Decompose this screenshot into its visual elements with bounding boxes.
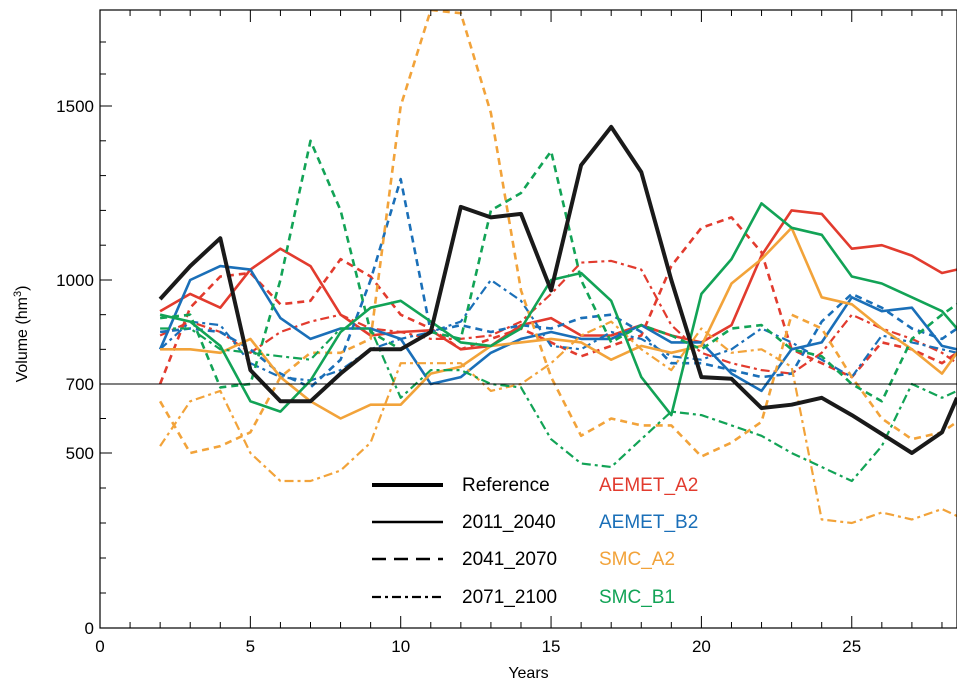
legend: Reference 2011_2040 2041_2070 2071_2100 AEME… [372,475,698,608]
x-tick-label: 15 [542,637,561,656]
x-axis-label: Years [508,665,548,682]
x-tick-label: 0 [95,637,104,656]
series-line-aemet-b2-2071-2100 [159,278,957,382]
x-tick-label: 5 [246,637,255,656]
y-tick-label: 500 [66,444,94,463]
series-line-aemet-b2-2011-2040 [158,264,957,393]
series-line-smc-b1-2011-2040 [159,202,957,417]
y-tick-label: 1500 [56,97,94,116]
legend-label-2071-2100: 2071_2100 [462,587,557,608]
y-tick-label: 700 [66,375,94,394]
legend-label-2041-2070: 2041_2070 [462,549,557,570]
y-tick-label: 1000 [56,271,94,290]
series-line-smc-a2-2011-2040 [160,226,957,420]
series-line-aemet-a2-2011-2040 [159,209,957,351]
series-line-smc-a2-2041-2070 [158,10,957,458]
series-line-reference [158,124,957,455]
axis-ticks [99,9,943,629]
legend-model-smc-b1: SMC_B1 [599,587,675,608]
y-axis-label-sup: 3 [12,291,24,297]
plot-frame [99,9,957,629]
series-line-aemet-a2-2071-2100 [159,259,957,375]
x-tick-label: 10 [391,637,410,656]
series-line-smc-b1-2041-2070 [159,139,957,403]
legend-model-smc-a2: SMC_A2 [599,549,675,570]
y-axis-label: Volume (hm3) [12,286,31,383]
legend-model-aemet-a2: AEMET_A2 [599,475,698,496]
series-line-smc-b1-2071-2100 [160,327,957,483]
plot-lines [158,10,957,525]
y-tick-label: 0 [85,619,94,638]
tick-labels: 0 5 10 15 20 25 0 500 700 1000 1500 [56,97,861,656]
legend-label-2011-2040: 2011_2040 [462,512,556,533]
x-tick-label: 25 [842,637,861,656]
series-line-aemet-b2-2041-2070 [159,177,957,389]
x-tick-label: 20 [692,637,711,656]
y-axis-label-close: ) [14,286,31,291]
y-axis-label-main: Volume (hm [14,297,31,382]
legend-model-aemet-b2: AEMET_B2 [599,512,698,533]
legend-label-reference: Reference [462,475,550,496]
